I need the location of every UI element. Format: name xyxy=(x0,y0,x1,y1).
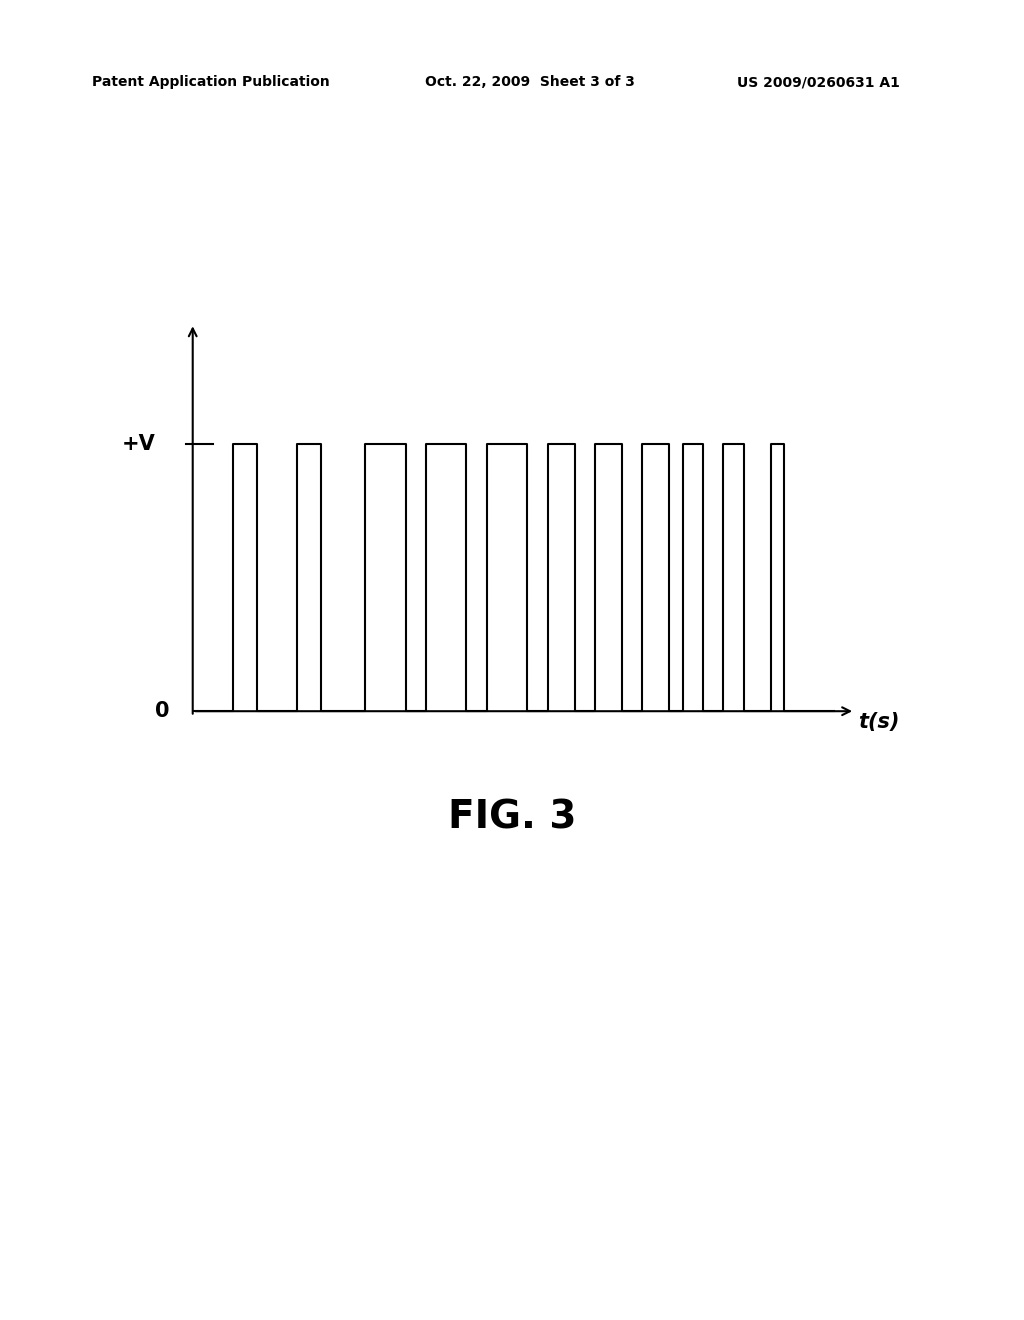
Text: +V: +V xyxy=(122,434,156,454)
Text: t(s): t(s) xyxy=(858,711,900,731)
Text: Patent Application Publication: Patent Application Publication xyxy=(92,75,330,90)
Text: 0: 0 xyxy=(155,701,169,721)
Text: US 2009/0260631 A1: US 2009/0260631 A1 xyxy=(737,75,900,90)
Text: Oct. 22, 2009  Sheet 3 of 3: Oct. 22, 2009 Sheet 3 of 3 xyxy=(425,75,635,90)
Text: FIG. 3: FIG. 3 xyxy=(447,799,577,837)
